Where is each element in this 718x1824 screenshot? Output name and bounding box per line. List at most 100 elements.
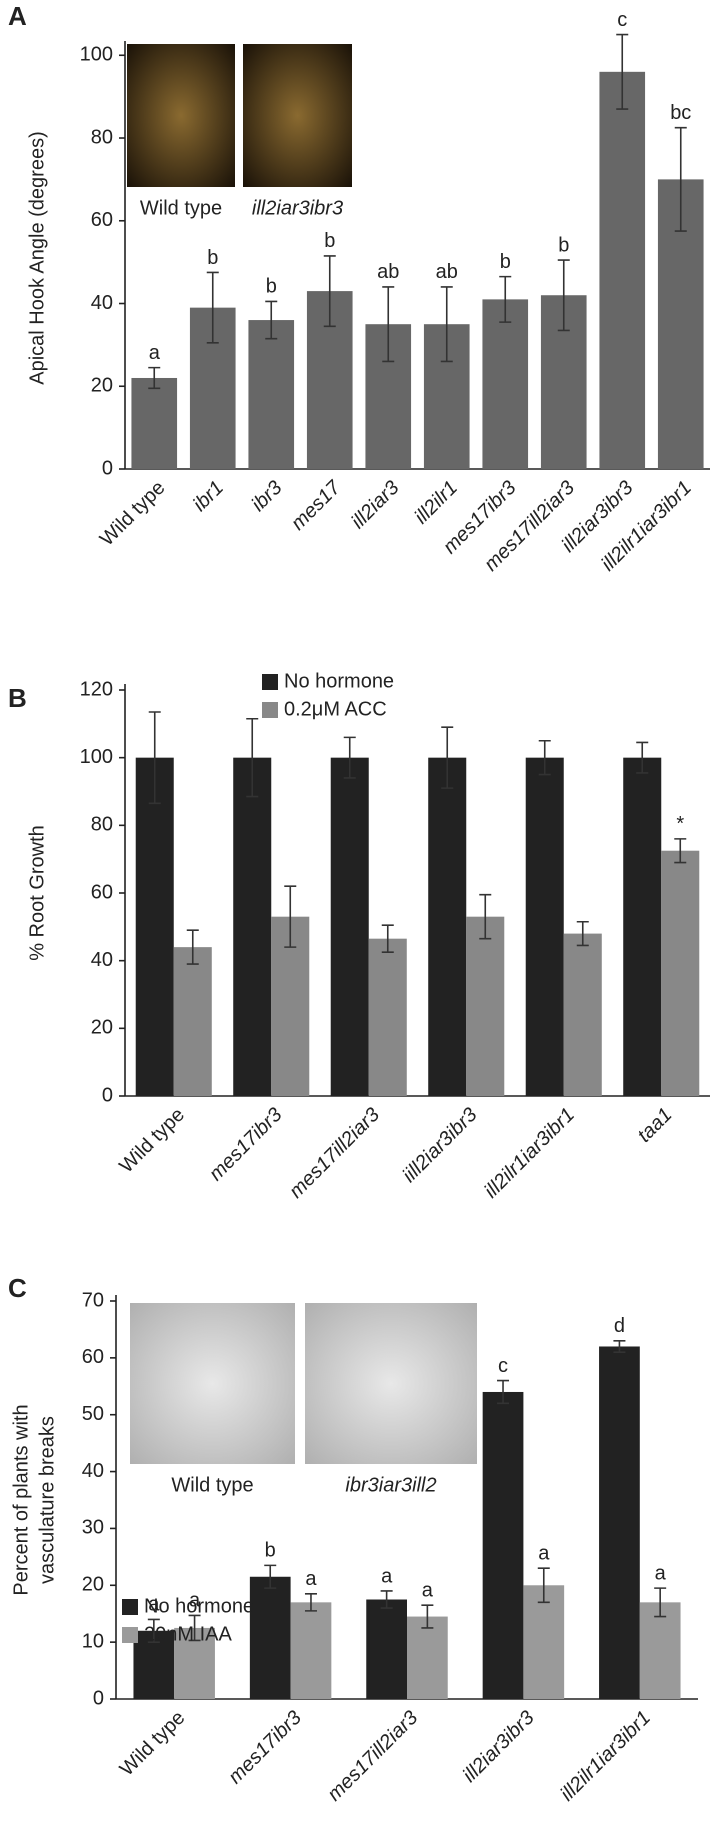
error-bar [537,1567,550,1604]
significance-label: b [558,234,569,256]
bar [466,916,505,1096]
error-bar [576,920,589,947]
error-bar [148,711,161,805]
y-tick-label: 100 [80,44,113,66]
error-bar [284,885,297,948]
significance-label: b [266,276,277,298]
bar [428,757,467,1096]
inset-label: ill2iar3ibr3 [252,197,343,219]
x-tick-label: ill2iar3ibr3 [459,1707,539,1787]
bar [525,757,564,1096]
bar [131,377,178,469]
legend-label: No hormone [284,670,394,692]
significance-label: a [189,1590,201,1612]
significance-label: a [538,1543,550,1565]
y-tick-label: 50 [82,1403,104,1425]
legend-label: 20nM IAA [144,1623,232,1645]
significance-label: bc [670,102,691,124]
y-tick-label: 80 [91,814,113,836]
error-bar [147,1618,160,1643]
x-tick-label: mes17 [287,476,346,535]
error-bar [674,838,687,864]
bar [330,757,369,1096]
x-tick-label: mes17ill2iar3 [285,1104,384,1203]
panel-label: B [8,683,27,713]
bar [599,71,646,469]
error-bar [206,271,219,344]
error-bar [381,924,394,954]
y-tick-label: 80 [91,126,113,148]
x-tick-label: Wild type [116,1707,190,1781]
error-bar [343,736,356,779]
significance-label: ab [377,261,399,283]
significance-label: d [614,1315,625,1337]
y-tick-label: 20 [82,1574,104,1596]
x-tick-label: ill2ilr1iar3ibr1 [556,1707,655,1806]
y-tick-label: 60 [91,881,113,903]
x-tick-label: ibr1 [189,477,228,516]
y-tick-label: 40 [82,1460,104,1482]
error-bar [265,300,278,340]
error-bar [441,726,454,789]
error-bar [616,33,629,110]
significance-label: c [617,9,627,31]
error-bar [421,1604,434,1629]
x-tick-label: taa1 [633,1104,676,1147]
legend-label: 0.2μM ACC [284,698,387,720]
bar [599,1346,640,1699]
significance-label: a [149,342,161,364]
y-tick-label: 0 [93,1687,104,1709]
bar [135,757,174,1096]
error-bar [382,286,395,363]
y-tick-label: 40 [91,292,113,314]
inset-label: Wild type [140,197,222,219]
x-tick-label: ill2ilr1 [410,477,462,529]
error-bar [557,259,570,332]
significance-label: a [148,1594,160,1616]
bar [366,1599,407,1699]
inset-label: Wild type [171,1474,253,1496]
y-tick-label: 30 [82,1517,104,1539]
bar [482,1391,524,1699]
y-tick-label: 20 [91,375,113,397]
bar [523,1585,565,1699]
significance-label: b [265,1540,276,1562]
significance-label: a [655,1562,667,1584]
inset-label: ibr3iar3ill2 [345,1474,436,1496]
y-tick-label: 20 [91,1017,113,1039]
error-bar [246,717,259,798]
error-bar [538,739,551,776]
significance-label: a [381,1565,393,1587]
error-bar [654,1587,667,1618]
significance-label: b [207,247,218,269]
y-tick-label: 70 [82,1289,104,1311]
bar [249,1576,291,1699]
x-tick-label: mes17ill2iar3 [323,1707,422,1806]
panel-label: A [8,1,27,31]
significance-label: a [422,1579,434,1601]
x-tick-label: Wild type [115,1104,189,1178]
error-bar [497,1379,510,1405]
legend-swatch [262,674,278,690]
bar [661,850,700,1096]
error-bar [186,929,199,965]
y-tick-label: 120 [80,678,113,700]
inset-image [130,1303,295,1464]
y-tick-label: 60 [82,1346,104,1368]
error-bar [674,126,687,232]
panel-label: C [8,1273,27,1303]
inset-image [127,44,235,187]
error-bar [304,1593,317,1612]
error-bar [479,893,492,940]
bar [563,933,602,1096]
error-bar [380,1590,393,1609]
x-tick-label: Wild type [96,477,170,551]
y-tick-label: 0 [102,1084,113,1106]
legend-swatch [122,1599,138,1615]
bar [407,1616,448,1699]
error-bar [499,275,512,323]
x-tick-label: mes17ibr3 [224,1707,306,1789]
y-axis-label: Apical Hook Angle (degrees) [26,131,48,384]
bar [233,757,272,1096]
